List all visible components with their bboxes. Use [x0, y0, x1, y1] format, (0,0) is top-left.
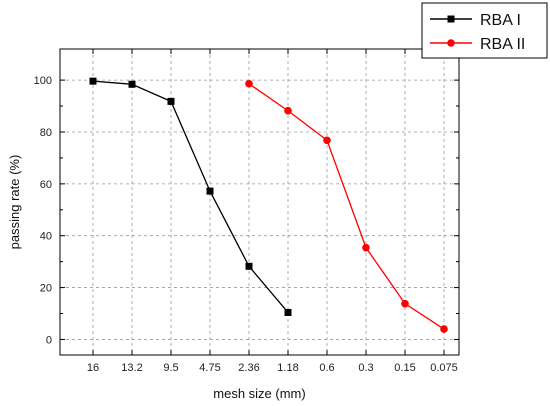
y-tick-label: 40	[40, 231, 52, 243]
y-tick-labels: 0 20 40 60 80 100	[34, 75, 52, 346]
series-line-1	[92, 80, 289, 313]
x-tick-label: 0.15	[394, 362, 415, 374]
y-tick-label: 80	[40, 127, 52, 139]
x-tick-label: 13.2	[121, 362, 142, 374]
data-point-1	[89, 77, 97, 85]
y-tick-label: 0	[46, 334, 52, 346]
data-point-2	[284, 106, 292, 115]
y-axis-label: passing rate (%)	[7, 155, 22, 250]
data-point-1	[128, 80, 136, 88]
legend-marker-1	[447, 15, 455, 23]
plot-area	[59, 48, 460, 356]
x-tick-label: 2.36	[238, 362, 259, 374]
data-point-1	[245, 262, 253, 270]
x-tick-label: 0.3	[358, 362, 373, 374]
data-point-2	[401, 299, 409, 308]
x-tick-label: 4.75	[199, 362, 220, 374]
x-tick-label: 0.075	[430, 362, 458, 374]
data-point-2	[362, 243, 370, 252]
y-tick-label: 20	[40, 283, 52, 295]
y-tick-label: 60	[40, 179, 52, 191]
x-tick-label: 1.18	[277, 362, 298, 374]
legend-label-1: RBA I	[480, 12, 521, 29]
data-point-1	[206, 187, 214, 195]
legend: RBA I RBA II	[421, 2, 548, 59]
grid	[60, 49, 459, 355]
ticks	[60, 49, 459, 355]
legend-marker-2	[447, 39, 455, 47]
data-point-1	[167, 97, 175, 105]
series-group	[89, 77, 448, 333]
legend-label-2: RBA II	[480, 36, 525, 53]
legend-box	[421, 2, 548, 59]
data-point-2	[440, 325, 448, 333]
data-point-1	[284, 308, 292, 316]
data-point-2	[323, 136, 331, 145]
x-tick-label: 0.6	[319, 362, 334, 374]
x-tick-label: 16	[87, 362, 99, 374]
x-tick-labels: 16 13.2 9.5 4.75 2.36 1.18 0.6 0.3 0.15 0.075	[87, 362, 458, 374]
x-tick-label: 9.5	[163, 362, 178, 374]
y-tick-label: 100	[34, 75, 52, 87]
data-point-2	[245, 79, 253, 88]
x-axis-label: mesh size (mm)	[213, 386, 305, 401]
series-line-2	[248, 83, 445, 330]
